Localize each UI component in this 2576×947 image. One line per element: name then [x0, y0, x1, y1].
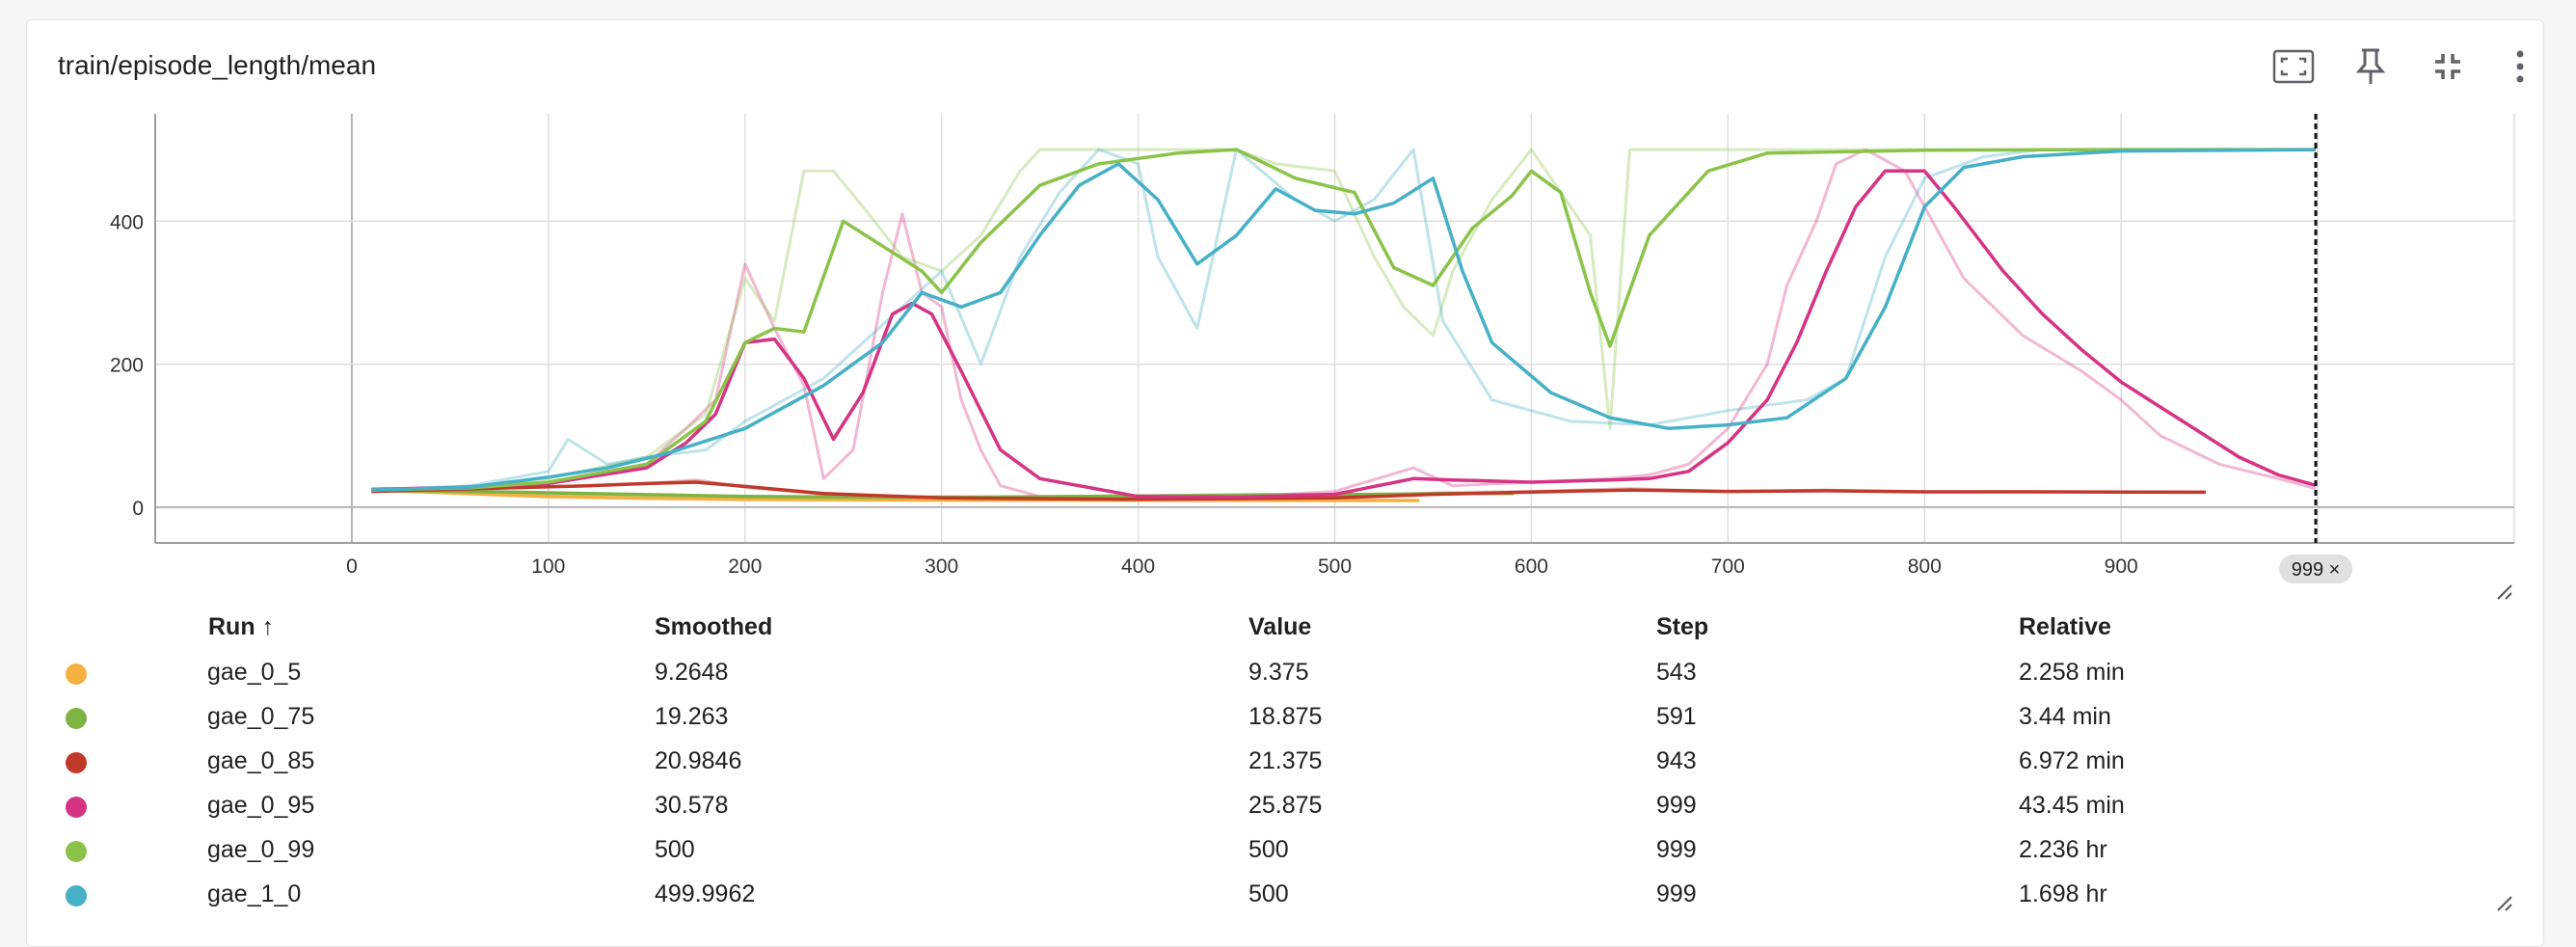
run-color-swatch[interactable] [66, 841, 87, 862]
cell-run: gae_0_99 [207, 836, 315, 863]
x-tick-label: 600 [1515, 555, 1548, 578]
cell-value: 21.375 [1248, 747, 1323, 774]
x-tick-label: 100 [531, 555, 565, 578]
more-vert-icon [2516, 50, 2524, 83]
collapse-button[interactable] [2425, 43, 2471, 90]
cell-smoothed: 20.9846 [655, 747, 742, 774]
cell-value: 9.375 [1248, 659, 1309, 686]
cell-run: gae_0_5 [207, 659, 302, 686]
x-tick-label: 800 [1908, 555, 1942, 578]
column-header-value[interactable]: Value [1248, 613, 1312, 640]
fit-screen-icon [2272, 49, 2315, 84]
series-line-raw-gae_1_0[interactable] [371, 148, 2316, 492]
column-header-smoothed[interactable]: Smoothed [655, 613, 773, 640]
cell-value: 500 [1248, 836, 1289, 863]
x-tick-label: 0 [346, 555, 358, 578]
cell-relative: 6.972 min [2019, 747, 2125, 774]
step-cursor-label: 999 × [2292, 559, 2341, 581]
y-tick-label: 200 [110, 355, 144, 377]
run-color-swatch[interactable] [66, 708, 87, 729]
sort-arrow-icon: ↑ [261, 613, 275, 640]
cell-value: 500 [1248, 880, 1289, 907]
chart-resize-handle-icon[interactable] [2496, 583, 2513, 601]
series-line-smoothed-gae_0_75[interactable] [371, 488, 1515, 500]
x-tick-label: 500 [1318, 555, 1352, 578]
series-line-smoothed-gae_0_95[interactable] [371, 169, 2317, 500]
cell-smoothed: 30.578 [655, 792, 729, 819]
cell-smoothed: 500 [655, 836, 695, 863]
cell-run: gae_0_85 [207, 747, 315, 774]
run-color-swatch[interactable] [66, 752, 87, 773]
y-tick-label: 0 [132, 498, 144, 520]
cell-step: 591 [1656, 703, 1697, 730]
cell-step: 999 [1656, 836, 1697, 863]
run-color-swatch[interactable] [66, 663, 87, 685]
cell-smoothed: 9.2648 [655, 659, 729, 686]
pin-icon [2356, 48, 2385, 84]
cell-run: gae_0_95 [207, 792, 315, 819]
cell-run: gae_0_75 [207, 703, 315, 730]
x-tick-label: 900 [2105, 555, 2138, 578]
series-line-smoothed-gae_1_0[interactable] [371, 148, 2317, 492]
table-resize-handle-icon[interactable] [2496, 895, 2513, 912]
series-line-smoothed-gae_0_99[interactable] [371, 148, 2316, 492]
cell-relative: 1.698 hr [2019, 880, 2107, 907]
run-color-swatch[interactable] [66, 797, 87, 818]
step-cursor-chip[interactable] [2279, 555, 2353, 583]
chart-title: train/episode_length/mean [58, 50, 377, 80]
cell-run: gae_1_0 [207, 880, 302, 907]
cell-relative: 3.44 min [2019, 703, 2111, 730]
series-line-raw-gae_0_99[interactable] [371, 148, 2316, 492]
cell-step: 999 [1656, 792, 1697, 819]
series-line-raw-gae_0_95[interactable] [371, 148, 2317, 501]
x-tick-label: 200 [728, 555, 762, 578]
cell-relative: 2.258 min [2019, 659, 2125, 686]
run-color-swatch[interactable] [66, 885, 87, 906]
cell-smoothed: 19.263 [655, 703, 729, 730]
cell-step: 943 [1656, 747, 1697, 774]
column-header-run[interactable]: Run ↑ [208, 613, 275, 640]
cell-value: 18.875 [1248, 703, 1323, 730]
cell-relative: 2.236 hr [2019, 836, 2107, 863]
x-tick-label: 400 [1121, 555, 1155, 578]
chart-card: train/episode_length/mean 0 100 2 [26, 19, 2544, 947]
x-tick-label: 300 [925, 555, 958, 578]
pin-button[interactable] [2348, 43, 2394, 90]
cell-relative: 43.45 min [2019, 792, 2125, 819]
x-tick-label: 700 [1711, 555, 1745, 578]
fit-domain-button[interactable] [2270, 43, 2317, 90]
cell-step: 999 [1656, 880, 1697, 907]
y-tick-label: 400 [110, 211, 144, 233]
column-header-relative[interactable]: Relative [2019, 613, 2111, 640]
collapse-icon [2435, 54, 2460, 79]
column-header-step[interactable]: Step [1656, 613, 1709, 640]
cell-smoothed: 499.9962 [655, 880, 756, 907]
cell-value: 25.875 [1248, 792, 1323, 819]
cell-step: 543 [1656, 659, 1697, 686]
more-menu-button[interactable] [2497, 43, 2543, 90]
line-chart[interactable]: 0 100 200 300 400 500 600 700 800 900 0 200 400 999 × [27, 20, 2543, 599]
